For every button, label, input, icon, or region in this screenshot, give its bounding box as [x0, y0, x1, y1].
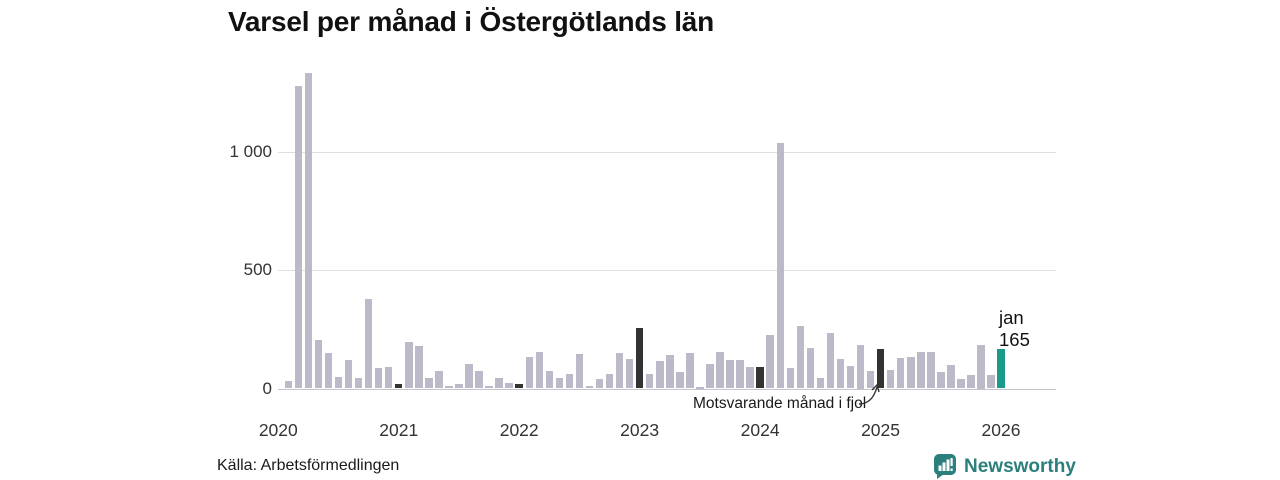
- annotation-arrow-icon: [858, 383, 880, 405]
- source-label: Källa: Arbetsförmedlingen: [217, 457, 400, 474]
- bar-2022-04[interactable]: [545, 370, 554, 389]
- bar-2020-02[interactable]: [284, 381, 293, 389]
- bar-2020-09[interactable]: [354, 377, 363, 389]
- bar-2025-12[interactable]: [987, 375, 995, 389]
- bar-2023-02[interactable]: [645, 374, 654, 389]
- bar-2025-08[interactable]: [947, 364, 955, 389]
- bar-2023-12[interactable]: [746, 367, 754, 389]
- bar-2023-01[interactable]: [635, 328, 644, 389]
- bar-2025-02[interactable]: [886, 369, 895, 389]
- bar-2021-05[interactable]: [435, 370, 443, 389]
- bar-2021-01[interactable]: [394, 383, 403, 389]
- gridline-1000: [278, 152, 1056, 153]
- current-value-text: 165: [999, 328, 1030, 350]
- bar-2021-03[interactable]: [415, 345, 423, 389]
- bar-2024-09[interactable]: [836, 358, 845, 389]
- bar-2020-05[interactable]: [314, 340, 323, 389]
- newsworthy-logo[interactable]: Newsworthy: [933, 453, 1076, 480]
- bar-2025-01[interactable]: [876, 349, 885, 389]
- bar-2022-09[interactable]: [595, 379, 604, 389]
- bar-2024-04[interactable]: [786, 368, 795, 389]
- bar-2023-06[interactable]: [686, 353, 694, 389]
- bar-2025-06[interactable]: [927, 351, 935, 389]
- bar-2021-02[interactable]: [405, 342, 413, 389]
- bar-2023-10[interactable]: [726, 360, 734, 389]
- bar-2021-12[interactable]: [505, 382, 513, 389]
- bar-2021-04[interactable]: [425, 377, 433, 389]
- bar-2020-03[interactable]: [294, 85, 303, 389]
- bar-2023-05[interactable]: [676, 371, 684, 389]
- bar-2020-08[interactable]: [344, 360, 353, 389]
- bar-2021-06[interactable]: [445, 386, 453, 389]
- bar-2025-10[interactable]: [967, 375, 975, 389]
- bar-2022-06[interactable]: [565, 374, 574, 389]
- bar-2022-08[interactable]: [585, 386, 594, 389]
- bar-2022-11[interactable]: [615, 353, 624, 389]
- bar-2021-07[interactable]: [455, 383, 463, 389]
- bar-2022-05[interactable]: [555, 377, 564, 389]
- bar-2025-03[interactable]: [896, 357, 905, 389]
- bar-2025-07[interactable]: [937, 371, 945, 389]
- bar-2021-11[interactable]: [495, 377, 503, 389]
- bar-2023-03[interactable]: [656, 361, 664, 389]
- bar-2024-08[interactable]: [826, 332, 835, 389]
- bar-2021-10[interactable]: [485, 386, 493, 389]
- newsworthy-badge-icon: [934, 454, 956, 479]
- bar-2022-07[interactable]: [575, 354, 584, 389]
- bar-2024-03[interactable]: [776, 142, 784, 389]
- bar-2022-12[interactable]: [625, 358, 634, 389]
- x-axis-tick-label-2020: 2020: [258, 420, 298, 440]
- annotation-previous-year-label: Motsvarande månad i fjol: [693, 395, 867, 412]
- x-axis-tick-label-2026: 2026: [981, 420, 1021, 440]
- bar-2020-06[interactable]: [324, 353, 333, 389]
- x-axis-tick-label-2023: 2023: [620, 420, 660, 440]
- newsworthy-wordmark: Newsworthy: [964, 455, 1076, 477]
- bar-2024-01[interactable]: [756, 367, 764, 389]
- bar-2023-04[interactable]: [666, 355, 674, 389]
- bar-2024-11[interactable]: [856, 344, 865, 389]
- bar-2025-11[interactable]: [977, 344, 985, 389]
- bar-2024-02[interactable]: [766, 335, 774, 389]
- bar-2024-07[interactable]: [816, 377, 825, 389]
- bar-2022-01[interactable]: [515, 383, 523, 389]
- bar-2020-07[interactable]: [334, 376, 343, 389]
- x-axis-tick-label-2024: 2024: [740, 420, 780, 440]
- bar-2024-12[interactable]: [866, 370, 875, 389]
- bar-2023-09[interactable]: [716, 351, 724, 389]
- bar-2023-07[interactable]: [696, 387, 704, 389]
- bar-2020-04[interactable]: [304, 72, 313, 389]
- bar-2024-10[interactable]: [846, 366, 855, 389]
- bar-2021-08[interactable]: [465, 363, 473, 389]
- bar-2022-03[interactable]: [535, 351, 544, 389]
- current-value-label: jan 165: [999, 307, 1030, 350]
- y-axis-tick-label: 500: [243, 260, 272, 280]
- y-axis-tick-label: 1 000: [229, 142, 272, 161]
- chart-title: Varsel per månad i Östergötlands län: [228, 6, 715, 37]
- bar-2023-11[interactable]: [736, 360, 744, 389]
- bar-2024-05[interactable]: [796, 325, 805, 389]
- x-axis-tick-label-2021: 2021: [379, 420, 419, 440]
- bar-2025-09[interactable]: [957, 379, 965, 389]
- bar-2026-01[interactable]: [997, 349, 1005, 389]
- y-axis-tick-label: 0: [262, 378, 272, 398]
- bar-2022-02[interactable]: [525, 356, 533, 389]
- bar-2025-04[interactable]: [907, 356, 915, 389]
- bar-2020-10[interactable]: [364, 298, 373, 389]
- bar-2020-11[interactable]: [374, 368, 383, 389]
- current-month-text: jan: [999, 307, 1024, 328]
- bar-2022-10[interactable]: [605, 374, 614, 389]
- bar-2020-12[interactable]: [384, 367, 393, 389]
- bar-2023-08[interactable]: [706, 363, 714, 389]
- x-axis-tick-label-2025: 2025: [861, 420, 901, 440]
- gridline-0: [278, 388, 1056, 390]
- x-axis-tick-label-2022: 2022: [499, 420, 539, 440]
- bar-2024-06[interactable]: [806, 348, 815, 389]
- bar-2021-09[interactable]: [475, 370, 483, 389]
- gridline-500: [278, 270, 1056, 272]
- bar-2025-05[interactable]: [917, 351, 925, 389]
